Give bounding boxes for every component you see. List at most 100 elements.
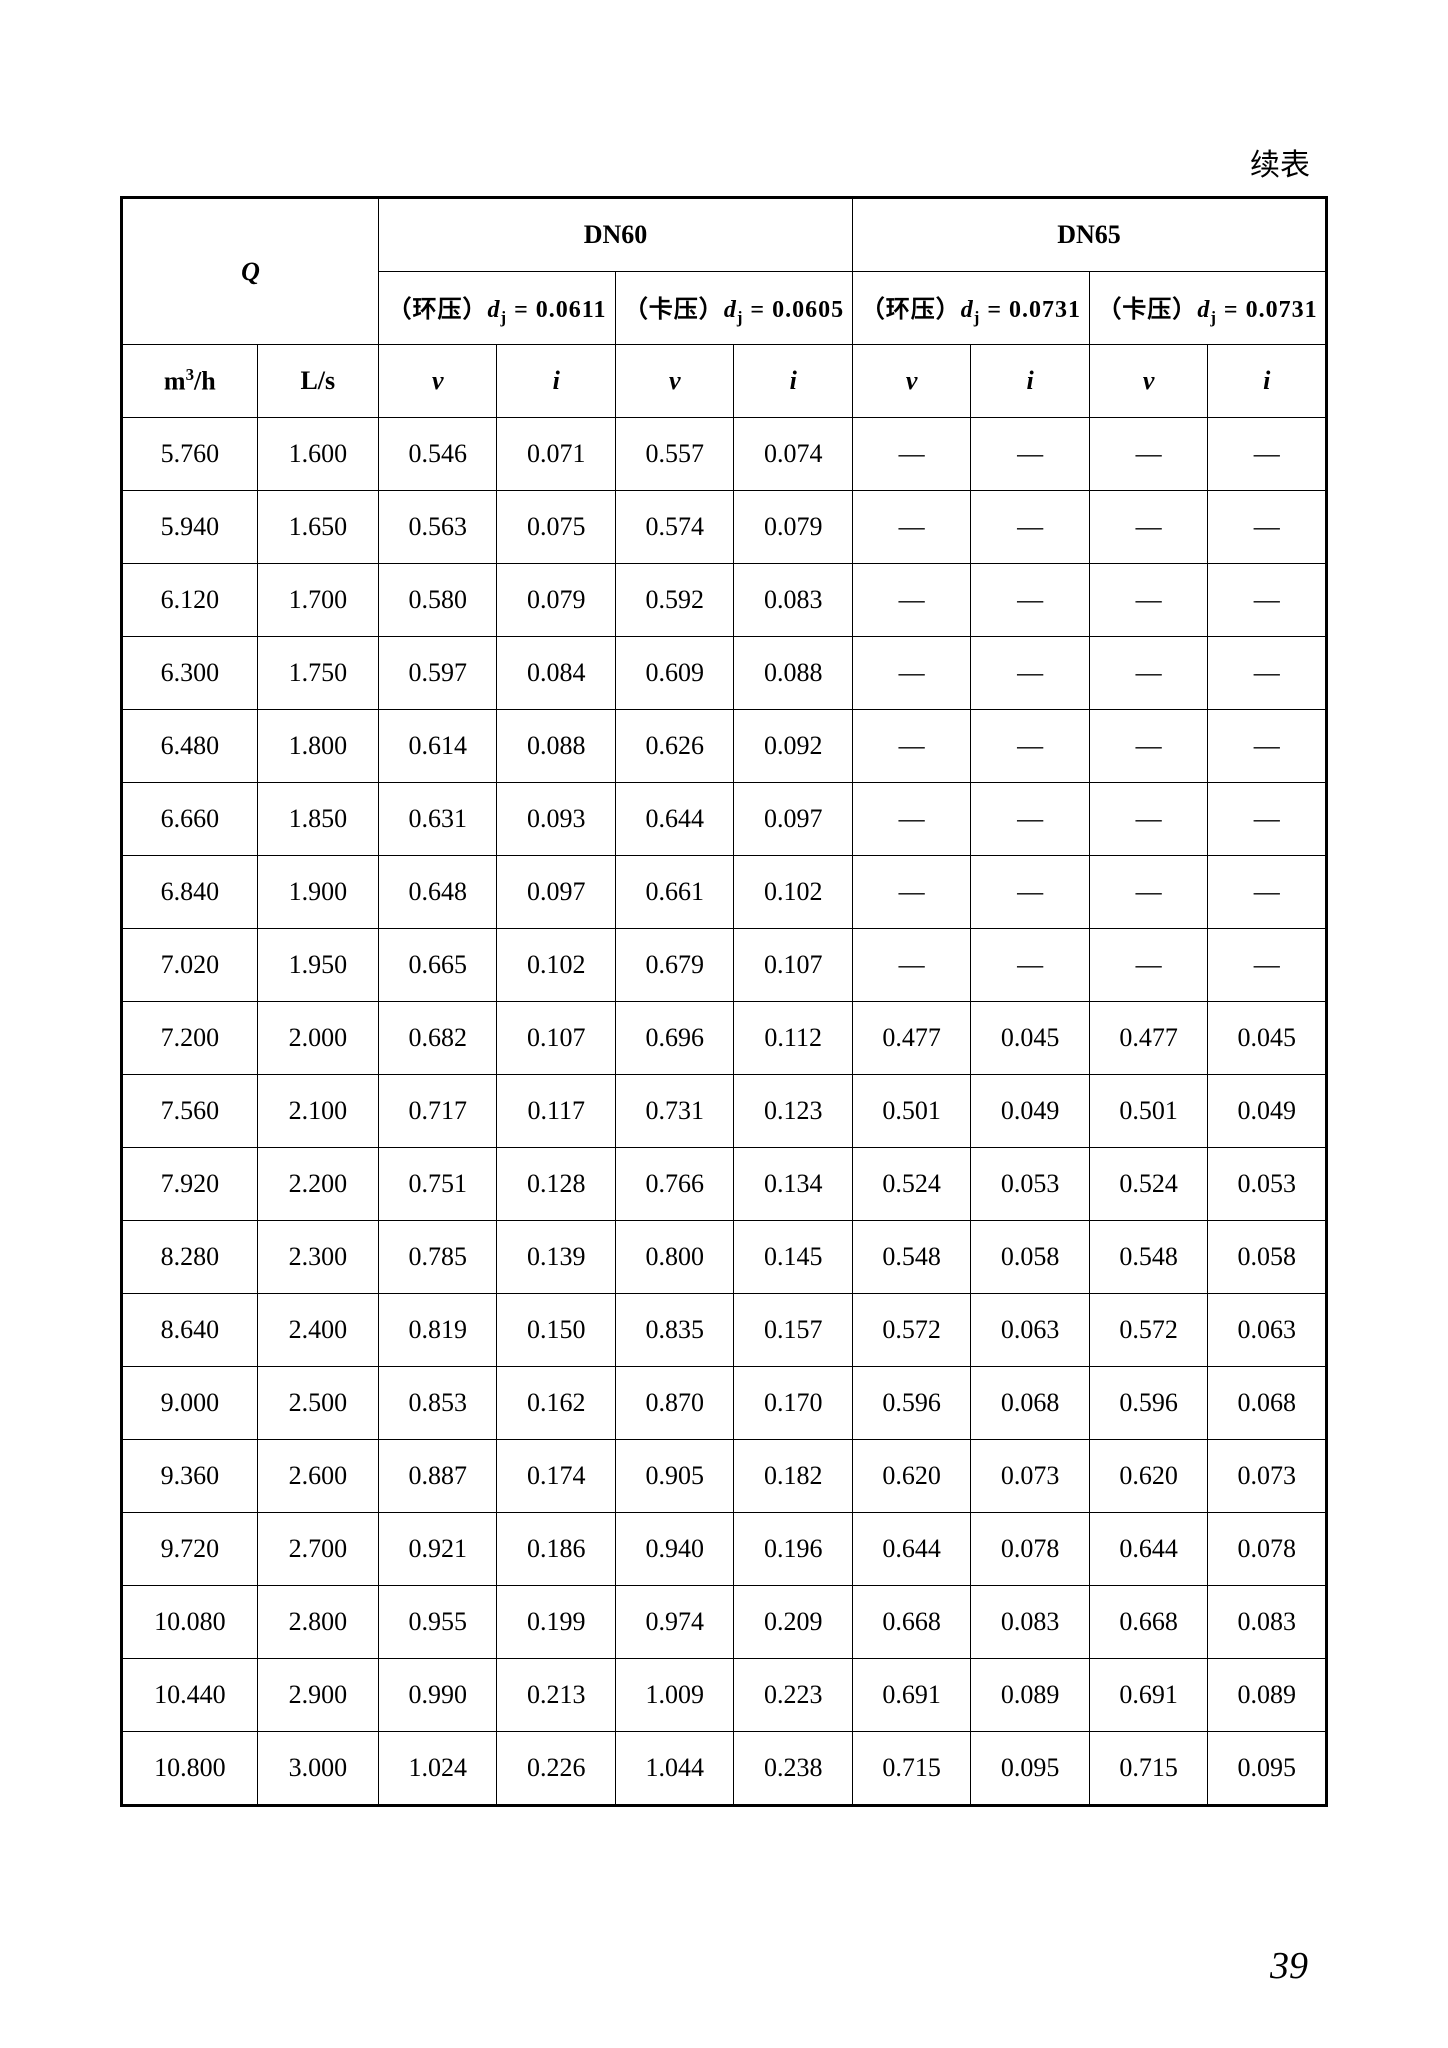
table-cell: — [852,856,970,929]
table-cell: 10.440 [122,1659,258,1732]
table-cell: 0.145 [734,1221,852,1294]
d-symbol: d [724,297,737,323]
i-header: i [497,345,615,418]
table-cell: — [1089,783,1207,856]
table-cell: — [1208,564,1327,637]
table-cell: 0.974 [615,1586,733,1659]
value-text: = 0.0731 [1217,297,1318,323]
table-cell: 0.731 [615,1075,733,1148]
table-cell: 0.084 [497,637,615,710]
table-cell: 0.572 [852,1294,970,1367]
table-cell: 0.955 [379,1586,497,1659]
table-row: 9.3602.6000.8870.1740.9050.1820.6200.073… [122,1440,1327,1513]
table-cell: 1.650 [257,491,378,564]
table-cell: 0.075 [497,491,615,564]
table-cell: 9.720 [122,1513,258,1586]
table-cell: 0.715 [1089,1732,1207,1806]
d-symbol: d [961,297,974,323]
table-cell: 0.049 [1208,1075,1327,1148]
table-row: 6.6601.8500.6310.0930.6440.097———— [122,783,1327,856]
table-cell: — [1089,856,1207,929]
table-cell: 0.626 [615,710,733,783]
dn60-sub-a: （环压）dj = 0.0611 [379,272,616,345]
table-cell: 0.800 [615,1221,733,1294]
table-cell: 0.088 [497,710,615,783]
table-cell: — [1208,783,1327,856]
table-cell: — [852,783,970,856]
table-cell: — [1208,856,1327,929]
table-cell: 1.600 [257,418,378,491]
table-cell: — [852,491,970,564]
table-cell: 0.073 [971,1440,1089,1513]
i-header: i [971,345,1089,418]
table-cell: — [971,564,1089,637]
table-cell: 0.112 [734,1002,852,1075]
table-cell: 0.574 [615,491,733,564]
table-cell: 0.990 [379,1659,497,1732]
table-cell: 0.157 [734,1294,852,1367]
table-cell: 0.102 [497,929,615,1002]
table-cell: 0.128 [497,1148,615,1221]
unit-ls: L/s [257,345,378,418]
table-cell: 5.940 [122,491,258,564]
table-cell: 0.524 [1089,1148,1207,1221]
table-cell: 0.097 [497,856,615,929]
table-cell: 10.080 [122,1586,258,1659]
table-row: 6.1201.7000.5800.0790.5920.083———— [122,564,1327,637]
table-cell: 0.644 [852,1513,970,1586]
table-cell: 0.597 [379,637,497,710]
table-cell: 2.300 [257,1221,378,1294]
table-cell: 0.170 [734,1367,852,1440]
table-cell: 0.614 [379,710,497,783]
table-cell: 0.196 [734,1513,852,1586]
table-cell: 0.940 [615,1513,733,1586]
table-cell: 0.078 [1208,1513,1327,1586]
table-cell: 0.058 [971,1221,1089,1294]
table-cell: — [971,637,1089,710]
table-cell: — [971,783,1089,856]
dn60-sub-b: （卡压）dj = 0.0605 [615,272,852,345]
table-cell: 0.083 [971,1586,1089,1659]
j-subscript: j [1210,307,1217,326]
table-cell: — [852,929,970,1002]
dn60-header: DN60 [379,198,853,272]
table-cell: 0.766 [615,1148,733,1221]
i-header: i [734,345,852,418]
table-cell: 0.134 [734,1148,852,1221]
table-row: 10.0802.8000.9550.1990.9740.2090.6680.08… [122,1586,1327,1659]
table-row: 5.7601.6000.5460.0710.5570.074———— [122,418,1327,491]
table-cell: 1.044 [615,1732,733,1806]
table-cell: 0.580 [379,564,497,637]
v-header: v [379,345,497,418]
table-cell: 0.107 [497,1002,615,1075]
table-cell: 9.360 [122,1440,258,1513]
table-cell: 0.209 [734,1586,852,1659]
table-cell: 0.819 [379,1294,497,1367]
table-cell: 0.592 [615,564,733,637]
table-cell: 0.631 [379,783,497,856]
table-cell: 0.238 [734,1732,852,1806]
table-cell: — [971,710,1089,783]
prefix-text: （环压） [861,297,961,323]
table-cell: 2.500 [257,1367,378,1440]
table-cell: 0.102 [734,856,852,929]
table-cell: 0.691 [1089,1659,1207,1732]
table-cell: 0.715 [852,1732,970,1806]
d-symbol: d [1197,297,1210,323]
table-cell: 0.089 [1208,1659,1327,1732]
table-cell: 0.548 [852,1221,970,1294]
table-cell: 0.095 [1208,1732,1327,1806]
table-cell: 0.921 [379,1513,497,1586]
table-cell: 6.480 [122,710,258,783]
page-number: 39 [1270,1944,1308,1988]
table-row: 7.2002.0000.6820.1070.6960.1120.4770.045… [122,1002,1327,1075]
dn65-header: DN65 [852,198,1326,272]
table-cell: — [1208,929,1327,1002]
table-cell: 2.100 [257,1075,378,1148]
table-cell: 0.049 [971,1075,1089,1148]
dn65-sub-a: （环压）dj = 0.0731 [852,272,1089,345]
table-cell: 10.800 [122,1732,258,1806]
table-row: 5.9401.6500.5630.0750.5740.079———— [122,491,1327,564]
table-cell: 2.000 [257,1002,378,1075]
table-cell: 0.162 [497,1367,615,1440]
